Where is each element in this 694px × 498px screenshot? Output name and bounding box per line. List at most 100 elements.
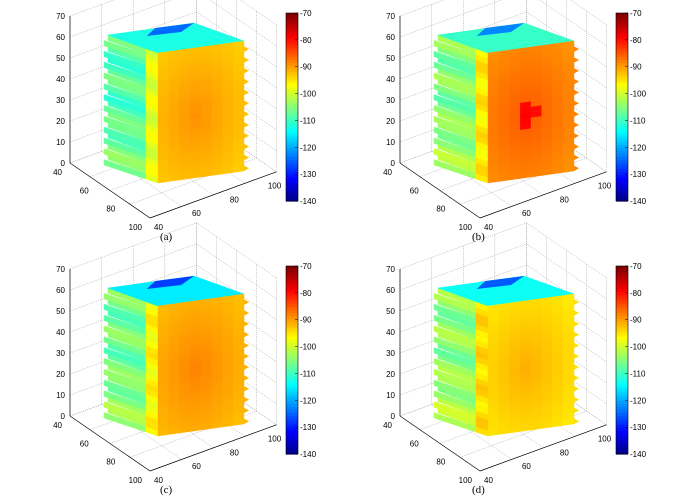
colorbar-tick-label: -70	[300, 9, 312, 18]
front-face-cell	[244, 342, 249, 349]
colorbar-cell	[616, 89, 628, 93]
colorbar-tick-label: -130	[630, 170, 647, 179]
front-face-cell	[244, 143, 249, 150]
colorbar-cell	[616, 301, 628, 305]
colorbar-cell	[286, 266, 298, 270]
colorbar-cell	[286, 98, 298, 102]
colorbar-cell	[616, 348, 628, 352]
colorbar-cell	[286, 439, 298, 443]
front-face-cell	[574, 57, 579, 63]
colorbar-tick-label: -80	[300, 289, 312, 298]
colorbar-cell	[616, 13, 628, 17]
z-tick-label: 10	[56, 138, 65, 147]
front-face-cell	[244, 89, 249, 96]
z-tick-label: 40	[56, 75, 65, 84]
colorbar-tick-label: -100	[300, 343, 317, 352]
front-face-cell	[244, 46, 249, 52]
colorbar-cell	[286, 336, 298, 341]
colorbar-cell	[286, 430, 298, 435]
colorbar-cell	[616, 374, 628, 379]
z-tick-label: 60	[386, 33, 395, 42]
front-face-cell	[574, 165, 579, 171]
colorbar-cell	[616, 92, 628, 96]
front-face-cell	[574, 375, 579, 381]
colorbar-cell	[286, 33, 298, 38]
x-tick-label: 100	[459, 223, 473, 232]
front-face-cell	[574, 100, 579, 106]
colorbar-cell	[616, 433, 628, 437]
colorbar-cell	[286, 107, 298, 111]
colorbar-cell	[616, 418, 628, 423]
colorbar-cell	[616, 277, 628, 282]
colorbar-cell	[616, 386, 628, 390]
x-axis-line	[399, 162, 481, 219]
colorbar-cell	[616, 51, 628, 55]
colorbar-cell	[286, 271, 298, 276]
colorbar-cell	[616, 115, 628, 120]
colorbar-cell	[286, 330, 298, 335]
colorbar-cell	[286, 133, 298, 137]
front-face-cell	[233, 40, 245, 49]
colorbar-cell	[616, 74, 628, 79]
colorbar-cell	[616, 86, 628, 90]
colorbar-cell	[616, 383, 628, 388]
colorbar-tick-label: -120	[300, 143, 317, 152]
colorbar-cell	[616, 33, 628, 38]
x-tick-label: 80	[436, 205, 445, 214]
colorbar-cell	[286, 371, 298, 376]
colorbar-cell	[286, 315, 298, 320]
y-axis-line	[479, 171, 607, 219]
chart-panel-4: 0 10 20 30 40 50 60 70 40 60 80 100 40 60 80 100 -70 -80-…	[340, 222, 670, 498]
front-face-cell	[574, 364, 579, 370]
colorbar-cell	[616, 380, 628, 385]
colorbar-cell	[286, 427, 298, 432]
colorbar-cell	[616, 365, 628, 370]
colorbar-cell	[616, 295, 628, 299]
z-tick-label: 40	[56, 328, 65, 337]
front-face-cell	[244, 165, 249, 171]
x-tick-label: 80	[436, 458, 445, 467]
colorbar-cell	[286, 395, 298, 399]
colorbar-cell	[286, 80, 298, 85]
colorbar-cell	[616, 165, 628, 170]
grid-line	[399, 264, 527, 312]
colorbar-cell	[286, 318, 298, 323]
colorbar-cell	[616, 136, 628, 140]
z-tick-label: 60	[56, 286, 65, 295]
colorbar: -70 -80 -90 -100 -110 -120 -130 -140	[285, 262, 317, 459]
colorbar-cell	[286, 307, 298, 311]
colorbar-cell	[286, 389, 298, 393]
grid-line	[239, 0, 277, 26]
colorbar-cell	[616, 368, 628, 373]
colorbar-cell	[286, 136, 298, 140]
colorbar-cell	[286, 127, 298, 132]
colorbar-cell	[616, 401, 628, 405]
grid-line	[399, 0, 445, 17]
colorbar-cell	[286, 289, 298, 294]
z-tick-label: 40	[386, 328, 395, 337]
x-tick-label: 60	[80, 439, 89, 448]
colorbar-cell	[616, 154, 628, 158]
colorbar-tick-label: -120	[630, 143, 647, 152]
colorbar-cell	[286, 89, 298, 93]
x-tick-label: 100	[459, 476, 473, 485]
colorbar-frame	[285, 12, 299, 202]
colorbar-tick-label: -110	[630, 369, 646, 378]
tick-labels: 0 10 20 30 40 50 60 70 40 60 80 100 40 60 80 100	[383, 12, 612, 232]
colorbar-tick-label: -70	[630, 9, 642, 18]
y-tick-label: 60	[192, 209, 201, 218]
colorbar-cell	[616, 327, 628, 332]
colorbar-cell	[286, 283, 298, 288]
z-tick-label: 30	[56, 96, 65, 105]
colorbar-cell	[286, 154, 298, 158]
grid-line	[569, 0, 607, 26]
colorbar-cell	[286, 374, 298, 379]
colorbar-cell	[616, 324, 628, 329]
z-tick-label: 70	[56, 12, 65, 21]
colorbar-cell	[286, 407, 298, 411]
volume-cube	[103, 22, 249, 184]
x-tick-label: 60	[410, 439, 419, 448]
colorbar-cell	[286, 310, 298, 314]
colorbar-cell	[286, 27, 298, 32]
